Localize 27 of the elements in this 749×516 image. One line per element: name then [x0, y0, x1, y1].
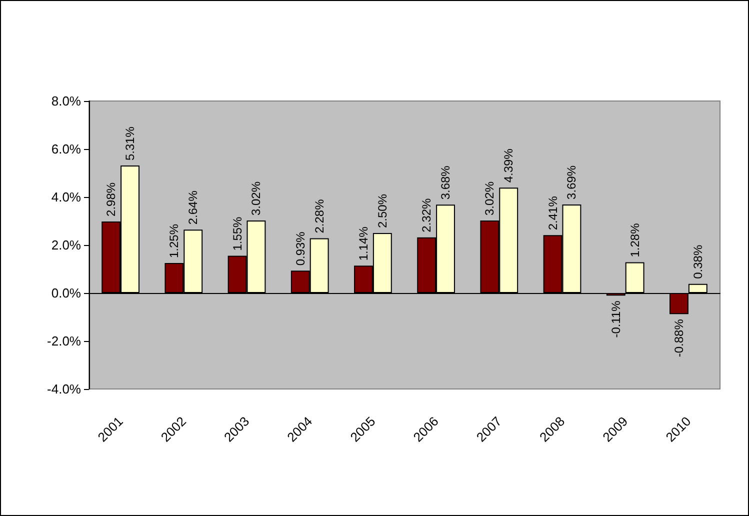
data-label: 2.32% [420, 198, 434, 232]
data-label: 0.38% [690, 244, 705, 279]
y-tick-label: -4.0% [47, 382, 82, 396]
data-label: 5.31% [123, 126, 138, 161]
data-label: 1.55% [230, 216, 244, 251]
y-tick-label: 0.0% [51, 286, 82, 300]
data-label: 2.41% [546, 196, 560, 230]
y-tick-label: 4.0% [51, 190, 82, 204]
data-label: 1.25% [167, 224, 182, 258]
data-label: 0.93% [293, 231, 308, 266]
data-label: 1.14% [356, 226, 370, 261]
data-label: 3.68% [438, 165, 453, 200]
data-label: 4.39% [502, 148, 516, 183]
data-label: 3.69% [564, 165, 579, 200]
y-tick-label: 2.0% [51, 238, 82, 252]
data-label: 3.02% [482, 181, 497, 216]
y-tick-label: 8.0% [51, 94, 82, 108]
data-label: 2.28% [312, 198, 326, 234]
y-tick-label: -2.0% [47, 334, 82, 348]
data-label: 2.98% [104, 182, 118, 216]
data-label: -0.11% [608, 300, 623, 338]
data-label: 2.50% [375, 194, 390, 228]
data-label: -0.88% [672, 318, 686, 358]
data-label: 3.02% [249, 181, 264, 216]
data-label: 2.64% [186, 190, 200, 225]
data-label: 1.28% [628, 222, 642, 258]
y-tick-label: 6.0% [51, 142, 82, 156]
